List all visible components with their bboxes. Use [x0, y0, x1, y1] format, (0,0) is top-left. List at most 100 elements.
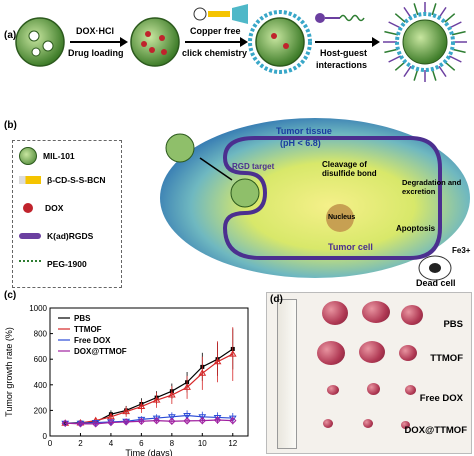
- y-tick-label: 1000: [29, 304, 47, 313]
- y-axis-label: Tumor growth rate (%): [4, 327, 14, 417]
- data-point: [167, 391, 176, 398]
- data-point: [198, 414, 207, 421]
- data-point: [167, 414, 176, 421]
- data-point: [198, 369, 207, 376]
- panel-c: (c) 0 2 4 6 8 10 12 0 200 400 600 800 1000 Time (days…: [0, 290, 262, 456]
- x-tick-label: 12: [228, 439, 237, 448]
- ruler: [277, 299, 297, 449]
- ph-label: (pH < 6.8): [280, 138, 321, 148]
- step3-bottom: interactions: [316, 60, 368, 70]
- data-point: [122, 418, 130, 426]
- data-point: [229, 416, 237, 425]
- photo-row-label: DOX@TTMOF: [404, 425, 467, 436]
- data-point: [61, 419, 69, 427]
- tumor-scheme: [160, 118, 470, 281]
- y-tick-label: 800: [34, 330, 48, 339]
- data-point: [152, 396, 161, 403]
- x-tick-label: 0: [48, 439, 53, 448]
- x-axis-label: Time (days): [125, 448, 172, 456]
- panel-b: (b) MIL-101 β-CD-S-S-BCN DOX K(ad)RGDS P…: [0, 118, 474, 288]
- x-tick-label: 10: [198, 439, 207, 448]
- series-line: [65, 348, 234, 424]
- y-tick-label: 400: [34, 381, 48, 390]
- panel-a: (a): [0, 0, 474, 95]
- x-tick-label: 6: [139, 439, 144, 448]
- panel-a-label: (a): [4, 30, 17, 41]
- tumor: [359, 341, 385, 363]
- panel-c-label: (c): [4, 290, 17, 301]
- tumor: [363, 419, 373, 428]
- x-tick-label: 2: [78, 439, 83, 448]
- data-point: [168, 417, 176, 425]
- degradation-label: Degradation and excretion: [402, 178, 462, 196]
- mil101-particle: [15, 17, 65, 67]
- legend-label: PBS: [74, 314, 91, 323]
- tumor: [401, 305, 423, 325]
- tumor: [401, 421, 410, 429]
- x-tick-label: 8: [170, 439, 175, 448]
- coated-particle: [248, 10, 312, 74]
- y-tick-label: 0: [43, 432, 48, 441]
- legend-box: MIL-101 β-CD-S-S-BCN DOX K(ad)RGDS PEG-1…: [12, 140, 122, 288]
- dox-loaded-particle: [130, 17, 180, 67]
- panel-d-label: (d): [270, 294, 283, 305]
- legend-label: TTMOF: [74, 325, 102, 334]
- dead-cell-label: Dead cell: [416, 278, 456, 288]
- photo-row-label: TTMOF: [430, 353, 463, 364]
- data-point: [213, 357, 222, 365]
- step2-top: Copper free: [190, 26, 241, 36]
- legend-item: β-CD-S-S-BCN: [47, 175, 106, 185]
- tumor: [323, 419, 333, 428]
- step1-top: DOX·HCl: [76, 26, 114, 36]
- legend-item: PEG-1900: [47, 259, 87, 269]
- cd-ss-bcn-icon: [193, 4, 248, 24]
- growth-chart: 0 2 4 6 8 10 12 0 200 400 600 800 1000 Time (days) Tum…: [4, 304, 249, 456]
- fe-label: Fe3+: [452, 246, 471, 255]
- photo-row-label: Free DOX: [419, 393, 463, 404]
- data-point: [183, 413, 191, 420]
- y-tick-label: 200: [34, 406, 48, 415]
- mil101-icon: [19, 147, 37, 165]
- data-point: [183, 383, 191, 390]
- nucleus-label: Nucleus: [328, 214, 356, 221]
- tumor: [399, 345, 417, 361]
- plot-frame: [49, 307, 249, 437]
- rgd-peg-icon: [315, 13, 365, 23]
- data-point: [107, 418, 115, 427]
- legend-label: Free DOX: [74, 336, 111, 345]
- panel-b-label: (b): [4, 120, 17, 131]
- step3-top: Host-guest: [320, 48, 367, 58]
- peg-icon: [19, 260, 41, 268]
- data-point: [91, 420, 100, 428]
- rgd-target-label: RGD target: [232, 162, 275, 171]
- series-line: [65, 414, 233, 424]
- tumor: [322, 301, 348, 325]
- legend-item: DOX: [45, 203, 64, 213]
- tumor-cell-label: Tumor cell: [328, 242, 373, 252]
- data-point: [198, 416, 207, 425]
- tumor: [367, 383, 380, 395]
- legend-label: DOX@TTMOF: [74, 347, 127, 356]
- data-point: [137, 417, 146, 425]
- tumor: [327, 385, 339, 395]
- rgd-icon: [19, 233, 41, 239]
- tumor: [317, 341, 345, 365]
- x-tick-label: 4: [109, 439, 114, 448]
- data-point: [228, 350, 237, 357]
- final-nanoparticle: [383, 2, 467, 82]
- tumor: [405, 385, 416, 395]
- data-point: [122, 407, 131, 415]
- dox-icon: [23, 203, 33, 213]
- tumor: [362, 301, 390, 323]
- step1-bottom: Drug loading: [68, 48, 124, 58]
- legend-item: K(ad)RGDS: [47, 231, 94, 241]
- photo-row-label: PBS: [443, 319, 463, 330]
- data-point: [76, 420, 85, 428]
- data-point: [183, 417, 191, 425]
- y-tick-label: 600: [34, 355, 48, 364]
- step2-bottom: click chemistry: [182, 48, 248, 58]
- legend-item: MIL-101: [43, 151, 75, 161]
- data-point: [137, 402, 146, 410]
- data-point: [152, 416, 161, 425]
- tumor-tissue-label: Tumor tissue: [276, 126, 332, 136]
